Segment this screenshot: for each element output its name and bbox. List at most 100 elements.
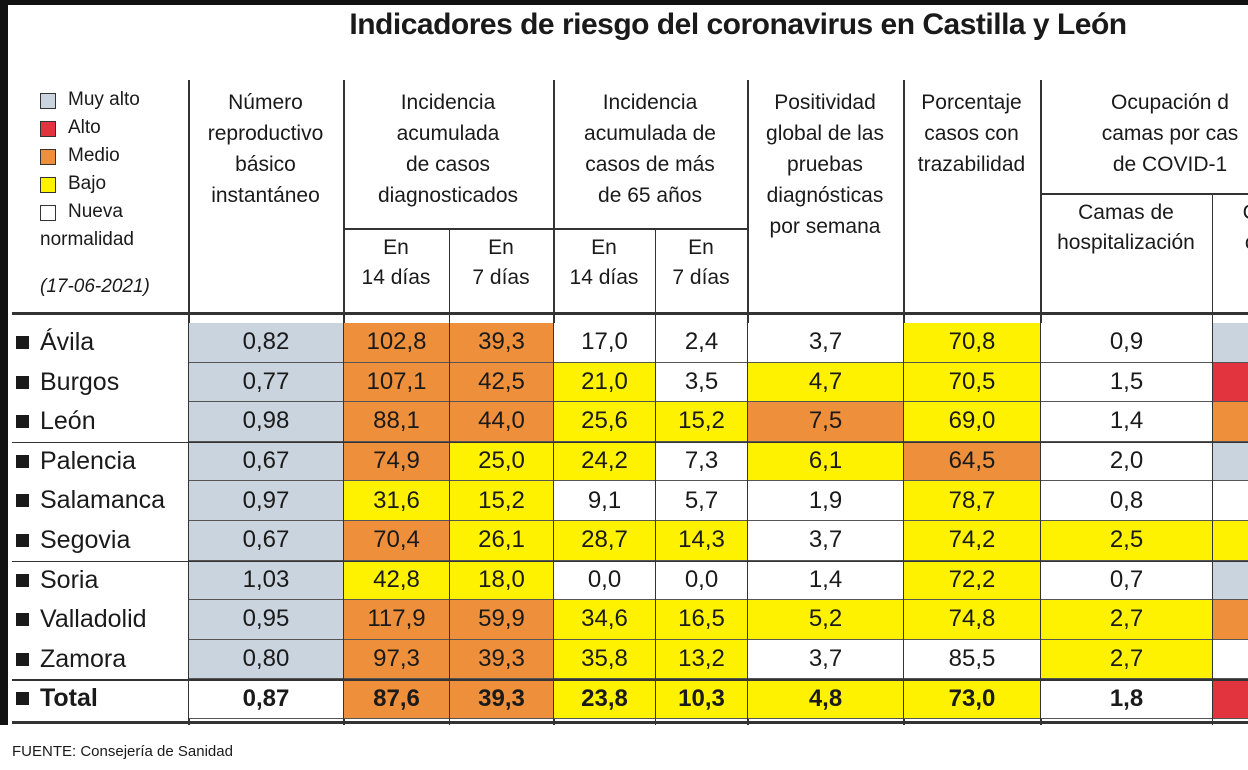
row-marker <box>16 375 29 389</box>
cell: 64,5 <box>904 441 1040 482</box>
column-subtitle: En 14 días <box>361 236 431 289</box>
cell: 26,1 <box>450 521 553 561</box>
legend-swatch <box>40 149 56 165</box>
row-rule <box>12 679 1248 682</box>
date: (17-06-2021) <box>40 276 150 297</box>
cell: 74,2 <box>904 521 1040 561</box>
cell: 0,77 <box>189 362 343 403</box>
cell: 5,2 <box>748 600 903 640</box>
cell: 3,7 <box>748 323 903 363</box>
cell <box>1213 521 1248 561</box>
column-subtitle: Camas de hospitalización <box>1057 201 1195 254</box>
cell: 0,82 <box>189 323 343 363</box>
cell: 44,0 <box>450 402 553 442</box>
row-rule <box>12 312 1248 315</box>
cell <box>1213 679 1248 719</box>
source: FUENTE: Consejería de Sanidad <box>12 743 233 760</box>
cell: 39,3 <box>450 323 553 363</box>
cell: 9,1 <box>554 481 655 521</box>
cell: 28,7 <box>554 521 655 561</box>
cell: 74,8 <box>904 600 1040 640</box>
cell: 7,5 <box>748 402 903 442</box>
column-rule <box>1212 193 1213 725</box>
column-rule <box>449 228 450 725</box>
cell: 0,97 <box>189 481 343 521</box>
cell: 70,4 <box>344 521 449 561</box>
cell: 97,3 <box>344 639 449 680</box>
column-subtitle: En 14 días <box>569 236 639 289</box>
cell: 25,0 <box>450 441 553 482</box>
cell: 2,7 <box>1041 639 1212 680</box>
cell: 10,3 <box>656 679 747 719</box>
cell: 0,80 <box>189 639 343 680</box>
column-rule <box>655 228 656 725</box>
column-title: Incidencia acumulada de casos diagnostic… <box>377 91 519 207</box>
cell: 107,1 <box>344 362 449 403</box>
cell: 1,5 <box>1041 362 1212 403</box>
cell <box>1213 639 1248 680</box>
title: Indicadores de riesgo del coronavirus en… <box>349 8 1127 41</box>
cell: 14,3 <box>656 521 747 561</box>
cell: 7,3 <box>656 441 747 482</box>
cell: 42,5 <box>450 362 553 403</box>
cell: 0,98 <box>189 402 343 442</box>
top-bar <box>0 0 1248 5</box>
cell: 0,8 <box>1041 481 1212 521</box>
cell: 0,87 <box>189 679 343 719</box>
cell: 70,8 <box>904 323 1040 363</box>
legend-swatch <box>40 205 56 221</box>
row-marker <box>16 415 29 429</box>
cell: 70,5 <box>904 362 1040 403</box>
column-title: Positividad global de las pruebas diagnó… <box>766 91 884 238</box>
cell: 31,6 <box>344 481 449 521</box>
cell <box>1213 560 1248 601</box>
cell <box>1213 323 1248 363</box>
cell: 3,7 <box>748 639 903 680</box>
column-title: Número reproductivo básico instantáneo <box>207 91 324 207</box>
cell: 72,2 <box>904 560 1040 601</box>
cell: 0,0 <box>656 560 747 601</box>
legend-label: Bajo <box>68 173 107 194</box>
cell: 2,0 <box>1041 441 1212 482</box>
cell: 16,5 <box>656 600 747 640</box>
row-marker <box>16 692 29 706</box>
cell: 2,7 <box>1041 600 1212 640</box>
cell: 6,1 <box>748 441 903 482</box>
cell: 3,7 <box>748 521 903 561</box>
cell <box>1213 481 1248 521</box>
row-name: León <box>40 407 96 436</box>
row-marker <box>16 573 29 587</box>
header-rule <box>553 228 747 230</box>
cell: 13,2 <box>656 639 747 680</box>
row-name: Ávila <box>40 328 95 356</box>
row-marker <box>16 534 29 547</box>
legend-label: Muy alto <box>68 89 140 110</box>
column-title: Incidencia acumulada de casos de más de … <box>584 91 716 207</box>
cell: 2,4 <box>656 323 747 363</box>
cell: 0,67 <box>189 521 343 561</box>
cell: 0,67 <box>189 441 343 482</box>
cell: 24,2 <box>554 441 655 482</box>
header-rule <box>343 228 553 230</box>
column-title: Ocupación d camas por cas de COVID-1 <box>1101 91 1239 176</box>
row-marker <box>16 613 29 627</box>
cell: 1,03 <box>189 560 343 601</box>
column-subtitle: En 7 días <box>472 236 530 289</box>
row-name: Segovia <box>40 526 131 554</box>
row-name: Burgos <box>40 367 120 396</box>
cell: 5,7 <box>656 481 747 521</box>
cell: 117,9 <box>344 600 449 640</box>
row-name: Salamanca <box>40 486 166 515</box>
cell: 15,2 <box>450 481 553 521</box>
row-marker <box>16 652 29 666</box>
cell: 39,3 <box>450 679 553 719</box>
cell: 34,6 <box>554 600 655 640</box>
legend-swatch <box>40 177 56 193</box>
cell: 78,7 <box>904 481 1040 521</box>
cell: 42,8 <box>344 560 449 601</box>
cell: 87,6 <box>344 679 449 719</box>
cell: 0,9 <box>1041 323 1212 363</box>
cell <box>1213 600 1248 640</box>
cell: 102,8 <box>344 323 449 363</box>
